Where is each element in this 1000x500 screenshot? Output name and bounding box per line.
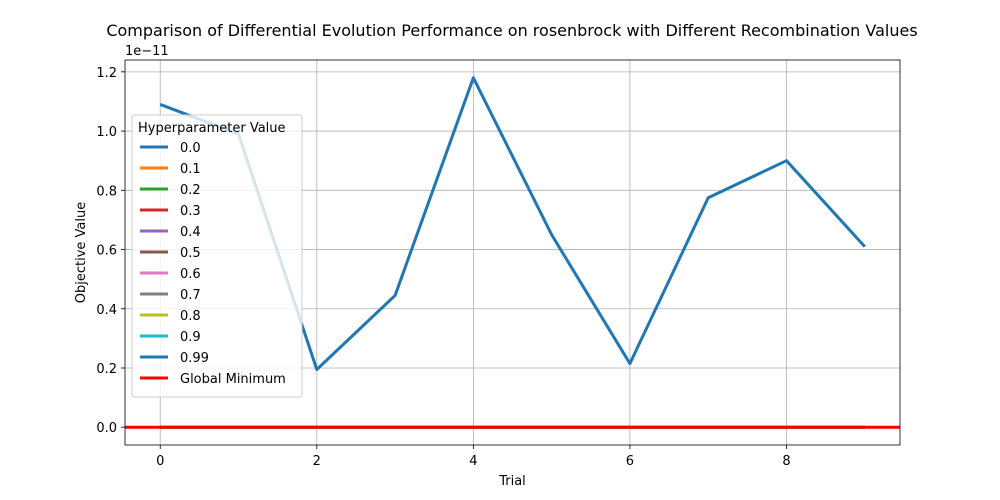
x-tick-label: 2 (313, 454, 321, 469)
legend-label: 0.1 (180, 162, 201, 177)
legend-label: 0.3 (180, 204, 201, 219)
y-scale-label: 1e−11 (125, 44, 169, 59)
y-tick-label: 0.6 (96, 244, 117, 259)
chart-title: Comparison of Differential Evolution Per… (106, 21, 917, 40)
legend-box (131, 114, 303, 398)
legend: Hyperparameter Value 0.0 0.1 0.2 0.3 0.4 0.5 0.… (131, 114, 303, 398)
legend-label: 0.4 (180, 225, 201, 240)
plot-frame (124, 59, 901, 446)
legend-label: 0.2 (180, 183, 201, 198)
y-axis-label: Objective Value (74, 202, 89, 303)
legend-title: Hyperparameter Value (138, 121, 286, 136)
legend-label: 0.6 (180, 267, 201, 282)
y-tick-label: 0.0 (96, 421, 117, 436)
x-tick-label: 4 (469, 454, 477, 469)
x-axis-label: Trial (498, 474, 526, 489)
legend-label: 0.9 (180, 330, 201, 345)
x-tick-label: 6 (626, 454, 634, 469)
y-tick-label: 0.8 (96, 184, 117, 199)
y-tick-label: 0.2 (96, 362, 117, 377)
y-tick-label: 1.2 (96, 66, 117, 81)
legend-label: 0.0 (180, 141, 201, 156)
axes: 0 2 4 6 8 0.0 0.2 0.4 0.6 0.8 1.0 1.2 (96, 59, 901, 469)
series-group (125, 76, 900, 429)
x-tick-label: 8 (782, 454, 790, 469)
y-tick-label: 0.4 (96, 303, 117, 318)
y-tick-label: 1.0 (96, 125, 117, 140)
legend-label: 0.8 (180, 309, 201, 324)
x-tick-label: 0 (156, 454, 164, 469)
legend-label: Global Minimum (180, 372, 286, 387)
legend-label: 0.7 (180, 288, 201, 303)
legend-label: 0.5 (180, 246, 201, 261)
legend-label: 0.99 (180, 351, 209, 366)
